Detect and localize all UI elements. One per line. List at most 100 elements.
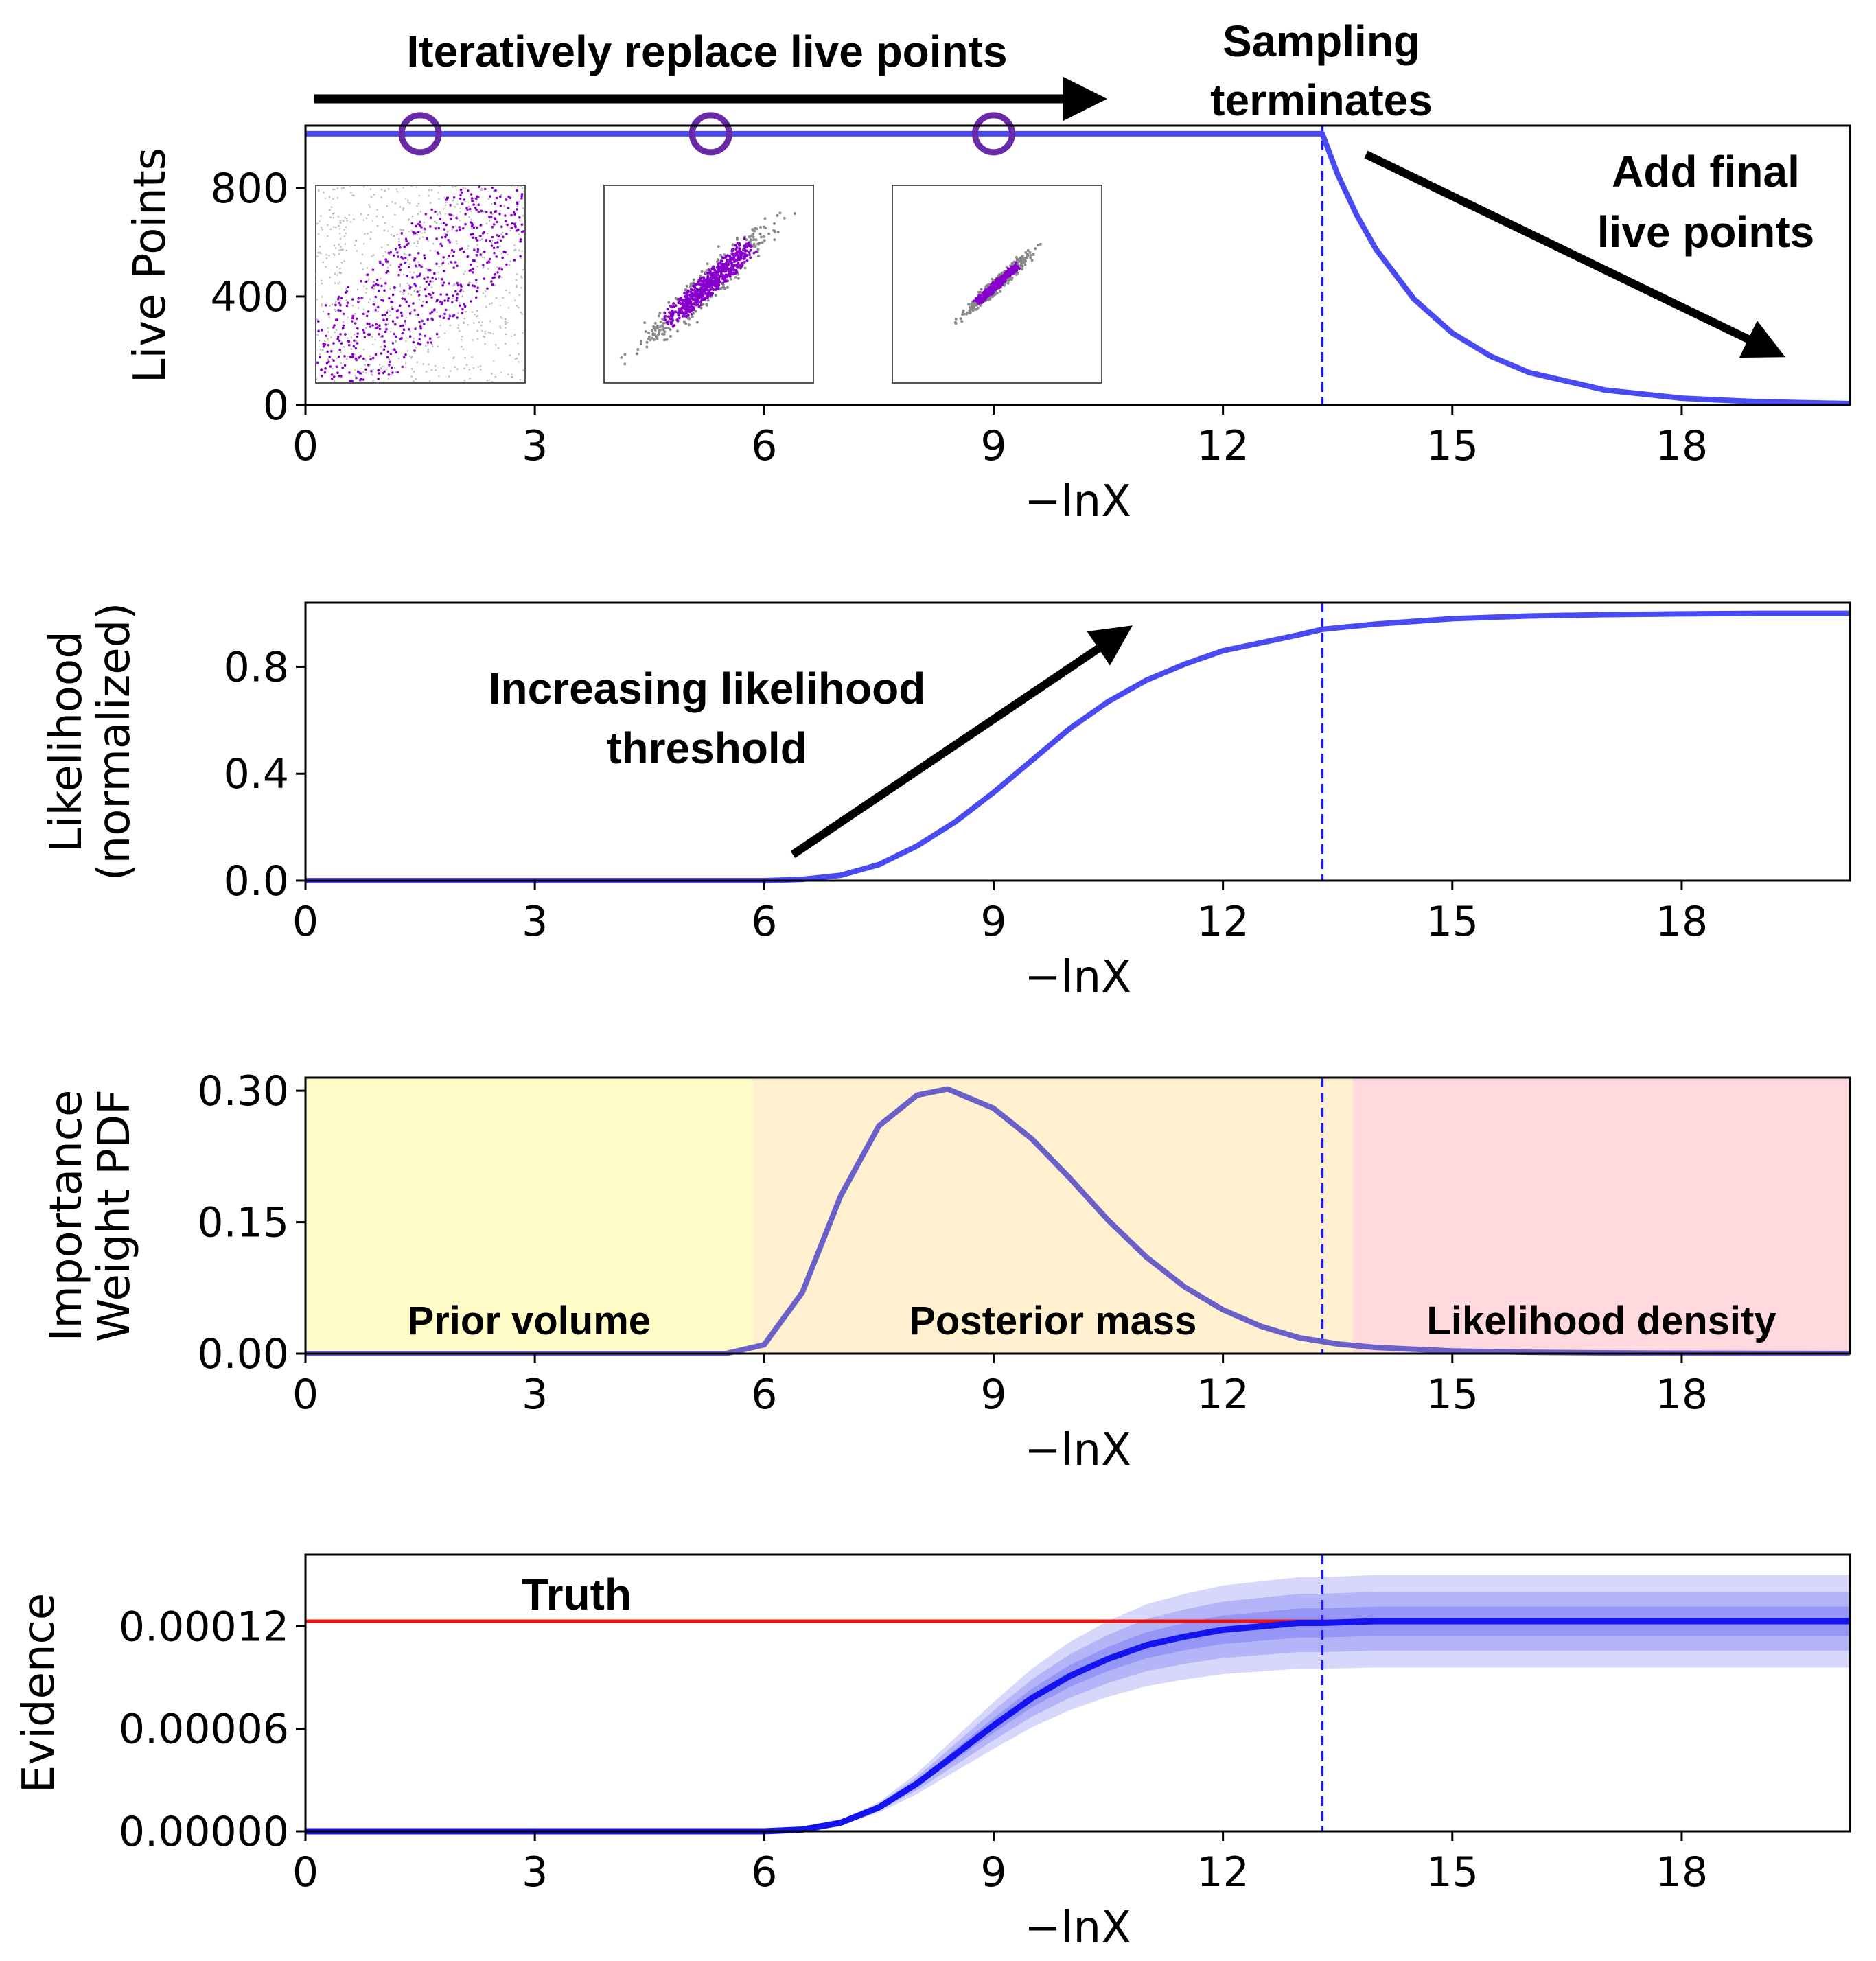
inset-dot [714, 294, 717, 297]
inset-dot [439, 218, 442, 220]
inset-dot [491, 283, 494, 286]
inset-dot [365, 314, 369, 318]
inset-dot [443, 367, 445, 369]
inset-dot [464, 187, 467, 190]
inset-dot [505, 185, 508, 187]
inset-dot [489, 240, 491, 243]
x-tick-label-5: 15 [1426, 1848, 1479, 1896]
inset-dot [434, 250, 436, 252]
inset-dot [767, 232, 771, 235]
inset-dot [492, 246, 496, 250]
inset-dot [510, 227, 513, 229]
inset-dot [357, 307, 360, 309]
inset-dot [445, 233, 448, 237]
inset-dot [321, 282, 323, 285]
inset-dot [415, 346, 417, 349]
inset-dot [430, 369, 433, 371]
inset-dot [402, 289, 406, 292]
inset-dot [340, 351, 342, 353]
inset-dot [428, 363, 430, 366]
inset-dot [398, 244, 401, 246]
inset-dot [347, 340, 349, 343]
inset-dot [366, 322, 369, 325]
inset-dot [713, 273, 717, 277]
inset-dot [397, 273, 400, 277]
inset-dot [711, 266, 715, 269]
inset-dot [373, 288, 375, 290]
inset-dot [325, 266, 327, 268]
inset-dot [442, 316, 445, 320]
inset-dot [452, 314, 456, 317]
inset-dot [998, 277, 1001, 280]
inset-dot [448, 375, 450, 378]
inset-dot [476, 196, 480, 198]
inset-dot [479, 224, 483, 227]
inset-dot [1039, 242, 1042, 246]
inset-dot [426, 276, 430, 279]
x-tick-label-0: 0 [292, 1371, 319, 1419]
importance-weight-panel: Prior volume Posterior mass Likelihood den… [41, 1067, 1851, 1476]
inset-dot [464, 270, 466, 273]
inset-dot [980, 293, 984, 297]
inset-dot [522, 190, 525, 193]
inset-dot [344, 291, 347, 294]
inset-dot [404, 319, 407, 323]
inset-dot [755, 227, 758, 231]
inset-dot [377, 378, 380, 380]
x-tick-label-3: 9 [980, 1848, 1006, 1896]
inset-dot [418, 264, 421, 267]
inset-dot [380, 346, 382, 348]
inset-dot [418, 321, 421, 323]
inset-dot [415, 224, 417, 228]
inset-dot [413, 309, 416, 312]
inset-dot [372, 343, 374, 346]
inset-dot [318, 189, 320, 192]
inset-dot [362, 219, 365, 221]
inset-dot [378, 289, 380, 292]
inset-dot [444, 308, 448, 312]
inset-dot [673, 311, 676, 314]
inset-dot [417, 213, 419, 216]
inset-dot [417, 252, 420, 255]
inset-dot [501, 276, 503, 279]
inset-dot [485, 222, 488, 225]
inset-dot [452, 250, 456, 253]
inset-dot [456, 297, 459, 299]
inset-dot [391, 348, 393, 351]
inset-dot [660, 328, 664, 332]
inset-dot [494, 210, 498, 213]
inset-dot [636, 348, 640, 351]
inset-dot [485, 239, 488, 242]
inset-dot [338, 253, 340, 255]
inset-dot [469, 268, 472, 272]
inset-dot [510, 335, 513, 338]
inset-dot [489, 332, 491, 334]
inset-dot [505, 323, 507, 325]
inset-dot [323, 340, 326, 343]
inset-dot [410, 294, 413, 296]
inset-dot [505, 327, 507, 329]
inset-dot [450, 249, 454, 252]
inset-dot [430, 341, 432, 344]
inset-dot [386, 230, 389, 233]
inset-dot [391, 301, 394, 304]
inset-dot [355, 317, 358, 321]
inset-dot [378, 324, 381, 327]
inset-dot [518, 233, 520, 236]
inset-dot [649, 338, 652, 342]
inset-dot [475, 197, 478, 200]
inset-dot [376, 209, 378, 211]
inset-dot [449, 217, 452, 220]
inset-dot [980, 296, 983, 299]
inset-dot [516, 357, 518, 360]
inset-dot [472, 233, 474, 235]
inset-dot [457, 327, 459, 329]
inset-dot [389, 288, 391, 290]
inset-dot [428, 380, 431, 382]
inset-dot [475, 208, 478, 211]
inset-dot [486, 232, 489, 235]
inset-dot [469, 281, 471, 284]
inset-dot [962, 309, 965, 312]
inset-dot [415, 378, 417, 380]
inset-scatter-1 [314, 185, 525, 384]
